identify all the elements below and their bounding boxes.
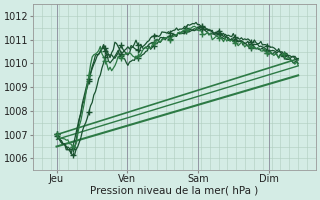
X-axis label: Pression niveau de la mer( hPa ): Pression niveau de la mer( hPa ) — [90, 186, 259, 196]
